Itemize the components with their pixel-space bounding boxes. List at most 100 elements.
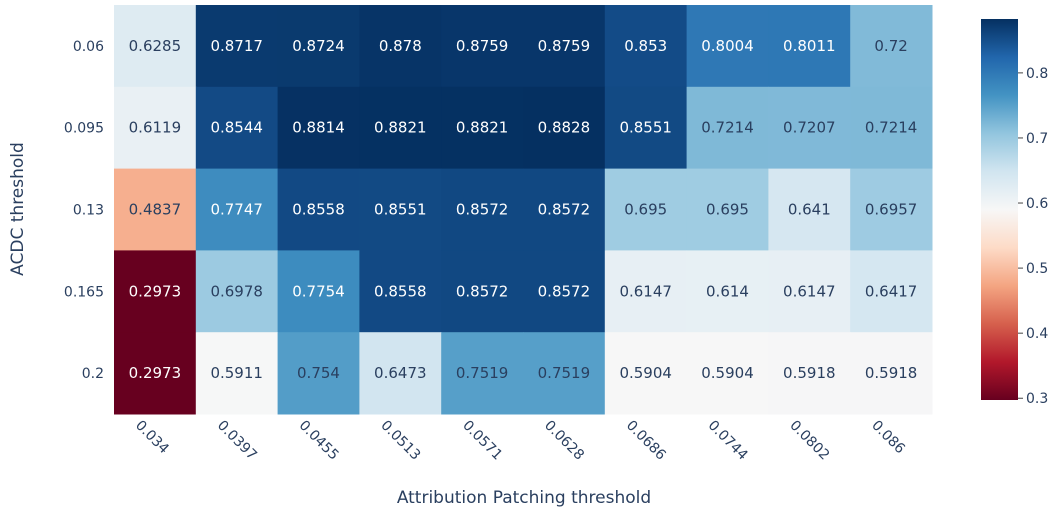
cell-value-label: 0.7214: [701, 119, 754, 137]
cell-value-label: 0.8558: [374, 282, 427, 300]
y-tick-label: 0.2: [82, 366, 104, 382]
colorbar-ticks: 0.3 0.4 0.5 0.6 0.7 0.8: [1018, 66, 1048, 407]
cell-value-label: 0.6147: [783, 282, 836, 300]
heatmap-cell: [195, 250, 279, 333]
heatmap-cell: [686, 86, 769, 170]
x-axis-title: Attribution Patching threshold: [397, 488, 651, 508]
heatmap-cell: [523, 250, 606, 333]
y-axis-title: ACDC threshold: [8, 142, 28, 276]
heatmap-cell: [441, 86, 524, 170]
cell-value-label: 0.7207: [783, 119, 836, 137]
colorbar-tick-label: 0.3: [1026, 391, 1048, 407]
x-tick-labels: 0.034 0.0397 0.0455 0.0513 0.0571 0.0628 0.068…: [132, 418, 908, 464]
colorbar-gradient: [981, 19, 1018, 400]
heatmap-cell: [523, 5, 606, 88]
cell-value-label: 0.2973: [129, 282, 182, 300]
x-tick-label: 0.0686: [623, 418, 669, 464]
cell-value-label: 0.7754: [292, 282, 345, 300]
heatmap-cell: [686, 332, 769, 415]
cell-value-label: 0.8572: [538, 282, 591, 300]
cell-value-label: 0.4837: [129, 201, 182, 219]
heatmap-cell: [359, 86, 442, 170]
heatmap-cell: [359, 332, 442, 415]
heatmap-cell: [686, 5, 769, 88]
heatmap-cell: [195, 168, 279, 251]
heatmap-cell: [359, 5, 442, 88]
colorbar-tick-label: 0.7: [1026, 131, 1048, 147]
y-tick-label: 0.165: [64, 284, 104, 300]
heatmap-cell: [850, 86, 933, 170]
cell-value-label: 0.7214: [865, 119, 918, 137]
cell-value-label: 0.8717: [210, 37, 263, 55]
heatmap-cell: [359, 168, 442, 251]
cell-value-label: 0.695: [706, 201, 749, 219]
cell-value-label: 0.8814: [292, 119, 345, 137]
heatmap-cell: [114, 250, 197, 333]
colorbar-tick-label: 0.5: [1026, 261, 1048, 277]
cell-value-label: 0.8551: [619, 119, 672, 137]
heatmap-cell: [523, 86, 606, 170]
cell-value-label: 0.8821: [374, 119, 427, 137]
x-tick-label: 0.086: [868, 418, 908, 458]
colorbar-tick-label: 0.8: [1026, 66, 1048, 82]
heatmap-cell: [277, 168, 360, 251]
heatmap-cell: [441, 250, 524, 333]
cell-value-label: 0.6119: [129, 119, 182, 137]
cell-value-label: 0.7519: [538, 364, 591, 382]
cell-value-label: 0.8828: [538, 119, 591, 137]
heatmap-cell: [604, 168, 688, 251]
cell-value-label: 0.5918: [865, 364, 918, 382]
heatmap-cells: 0.6285 0.8717 0.8724 0.878 0.8759 0.8759 0.853…: [114, 5, 933, 415]
heatmap-cell: [850, 250, 933, 333]
heatmap-cell: [686, 250, 769, 333]
cell-value-label: 0.878: [379, 37, 422, 55]
x-tick-label: 0.0628: [541, 418, 587, 464]
heatmap-cell: [768, 86, 851, 170]
heatmap-cell: [114, 5, 197, 88]
heatmap-cell: [768, 250, 851, 333]
x-tick-label: 0.0513: [377, 418, 423, 464]
x-tick-label: 0.0744: [705, 418, 751, 464]
heatmap-cell: [277, 332, 360, 415]
heatmap-cell: [850, 5, 933, 88]
colorbar-tick-label: 0.4: [1026, 326, 1048, 342]
heatmap-cell: [277, 250, 360, 333]
heatmap-cell: [441, 168, 524, 251]
heatmap-cell: [277, 5, 360, 88]
cell-value-label: 0.8551: [374, 201, 427, 219]
heatmap-cell: [195, 86, 279, 170]
heatmap-cell: [114, 332, 197, 415]
heatmap-cell: [850, 168, 933, 251]
cell-value-label: 0.754: [297, 364, 340, 382]
heatmap-cell: [768, 332, 851, 415]
cell-value-label: 0.6417: [865, 282, 918, 300]
cell-value-label: 0.8759: [456, 37, 509, 55]
cell-value-label: 0.8821: [456, 119, 509, 137]
cell-value-label: 0.6285: [129, 37, 182, 55]
cell-value-label: 0.6473: [374, 364, 427, 382]
heatmap-cell: [523, 332, 606, 415]
cell-value-label: 0.695: [624, 201, 667, 219]
cell-value-label: 0.2973: [129, 364, 182, 382]
colorbar-tick-label: 0.6: [1026, 196, 1048, 212]
cell-value-label: 0.8004: [701, 37, 754, 55]
heatmap-cell: [359, 250, 442, 333]
cell-value-label: 0.8544: [210, 119, 263, 137]
cell-value-label: 0.8558: [292, 201, 345, 219]
heatmap-cell: [686, 168, 769, 251]
x-tick-label: 0.034: [132, 418, 172, 458]
heatmap-cell: [604, 5, 688, 88]
cell-value-label: 0.6957: [865, 201, 918, 219]
cell-value-label: 0.6978: [210, 282, 263, 300]
cell-value-label: 0.72: [874, 37, 907, 55]
heatmap-cell: [441, 5, 524, 88]
heatmap-cell: [195, 332, 279, 415]
heatmap-cell: [523, 168, 606, 251]
cell-value-label: 0.8011: [783, 37, 836, 55]
cell-value-label: 0.8759: [538, 37, 591, 55]
colorbar: 0.3 0.4 0.5 0.6 0.7 0.8: [981, 19, 1048, 407]
cell-value-label: 0.7519: [456, 364, 509, 382]
cell-value-label: 0.5911: [210, 364, 263, 382]
cell-value-label: 0.6147: [619, 282, 672, 300]
